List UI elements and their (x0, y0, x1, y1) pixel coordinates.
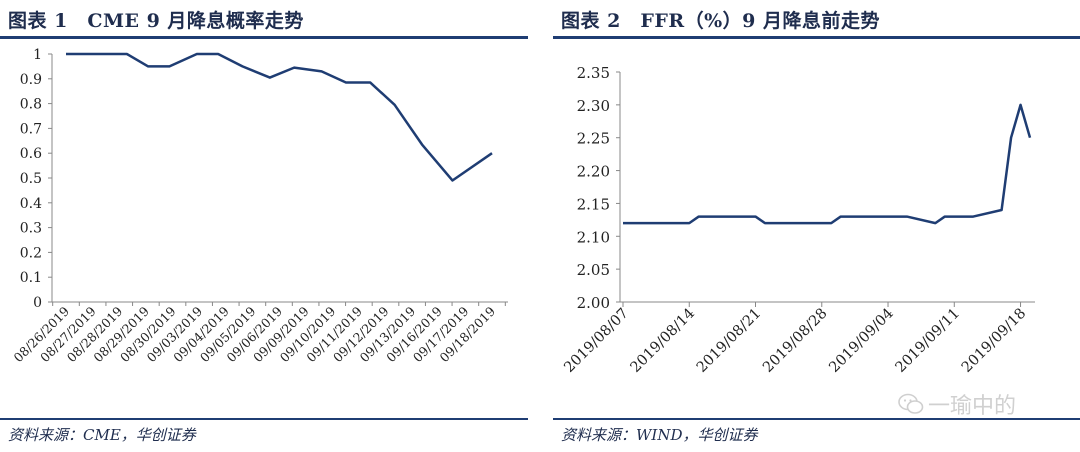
y-tick-label: 2.35 (577, 64, 610, 82)
source-rule (0, 418, 528, 420)
ffr-chart: 2.00 2.05 2.10 2.15 2.20 2.25 2.30 2.35 2019/08/… (561, 64, 1035, 376)
title-rule (553, 36, 1080, 39)
series-line-ffr (623, 103, 1032, 225)
chart-title: 图表 2 FFR（%）9 月降息前走势 (561, 10, 880, 32)
y-tick-label: 2.20 (577, 163, 610, 181)
x-tick-label: 2019/09/04 (826, 306, 896, 376)
y-tick-label: 2.30 (577, 97, 610, 115)
y-tick-label: 0.4 (20, 196, 42, 212)
y-tick-label: 1 (33, 47, 42, 63)
left-chart-panel: 图表 1 CME 9 月降息概率走势 0 0.1 0.2 0.3 0.4 0.5 0.6 0.… (0, 0, 528, 452)
y-tick-label: 0.8 (20, 97, 42, 113)
chart-source: 资料来源：WIND，华创证券 (561, 426, 758, 444)
y-tick-label: 0.3 (20, 221, 42, 237)
y-tick-label: 2.10 (577, 228, 610, 246)
source-rule (553, 418, 1080, 420)
right-chart-panel: 图表 2 FFR（%）9 月降息前走势 2.00 2.05 2.10 2.15 2.20… (553, 0, 1080, 452)
cme-probability-chart: 00.10.20.30.40.50.60.70.80.9108/26/20190… (11, 47, 508, 365)
x-tick-label: 2019/09/11 (893, 306, 963, 376)
x-tick-label: 2019/08/14 (628, 306, 698, 376)
x-tick-label: 2019/08/21 (694, 306, 764, 376)
title-rule (0, 36, 528, 39)
chart-source: 资料来源：CME，华创证券 (8, 426, 196, 444)
y-tick-label: 0.2 (20, 245, 42, 261)
x-tick-label: 2019/09/18 (959, 306, 1029, 376)
y-tick-label: 2.25 (577, 130, 610, 148)
y-tick-label: 0.1 (20, 270, 42, 286)
chart-title: 图表 1 CME 9 月降息概率走势 (8, 10, 304, 32)
watermark: 一瑜中的 (898, 388, 1016, 421)
y-tick-label: 2.05 (577, 261, 610, 279)
y-tick-label: 0.5 (20, 171, 42, 187)
wechat-icon (898, 393, 924, 421)
y-tick-label: 2.00 (577, 294, 610, 312)
series-line-cme-probability (66, 52, 493, 182)
x-tick-label: 2019/08/28 (760, 306, 830, 376)
y-tick-label: 0 (33, 295, 42, 311)
y-tick-label: 0.9 (20, 72, 42, 88)
y-tick-label: 2.15 (577, 195, 610, 213)
x-tick-label: 2019/08/07 (561, 306, 631, 376)
y-tick-label: 0.6 (20, 146, 42, 162)
y-tick-label: 0.7 (20, 121, 42, 137)
watermark-text: 一瑜中的 (928, 394, 1017, 419)
